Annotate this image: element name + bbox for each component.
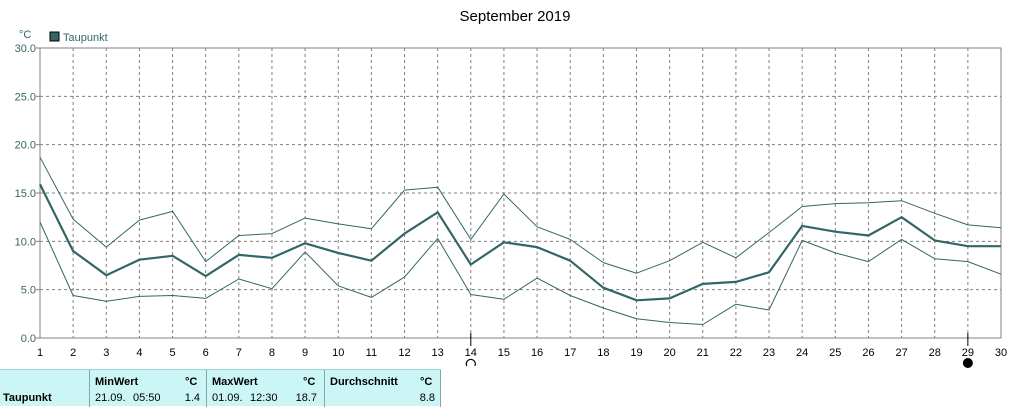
grid: [40, 48, 1001, 338]
moon-markers: [465, 333, 973, 368]
y-tick-label: 10.0: [15, 236, 36, 248]
max-header: MaxWert: [212, 376, 258, 388]
x-tick-label: 17: [564, 347, 576, 359]
max-unit: °C: [303, 376, 316, 388]
min-value: 1.4: [184, 392, 200, 404]
legend-label: Taupunkt: [63, 32, 108, 44]
chart-title: September 2019: [460, 8, 571, 25]
empty-panel: [441, 369, 1022, 406]
legend-swatch: [49, 31, 60, 42]
x-tick-label: 24: [796, 347, 808, 359]
x-tick-label: 12: [398, 347, 410, 359]
y-tick-label: 20.0: [15, 140, 36, 152]
x-tick-label: 29: [962, 347, 974, 359]
max-time: 12:30: [250, 392, 278, 404]
y-axis: 0.0 5.0 10.0 15.0 20.0 25.0 30.0: [15, 43, 40, 345]
min-date: 21.09.: [95, 392, 126, 404]
series-line-min: [39, 221, 1002, 325]
y-tick-label: 30.0: [15, 43, 36, 55]
x-tick-label: 26: [862, 347, 874, 359]
avg-value: 8.8: [419, 392, 435, 404]
x-tick-label: 28: [929, 347, 941, 359]
dewpoint-chart: September 2019 °C Taupunkt 0.0 5.0 10.0 15.…: [15, 8, 1007, 368]
separator: [89, 370, 90, 407]
x-axis: 1 2 3 4 5 6 7 8 9 10 11 12 13 14 15 16 17 18 19 20 21 22 23 24 2…: [37, 347, 1007, 359]
y-tick-label: 5.0: [21, 285, 36, 297]
separator: [440, 370, 441, 407]
max-value: 18.7: [295, 392, 317, 404]
min-unit: °C: [185, 376, 198, 388]
x-tick-label: 20: [663, 347, 675, 359]
x-tick-label: 16: [531, 347, 543, 359]
y-tick-label: 15.0: [15, 188, 36, 200]
x-tick-label: 14: [465, 347, 477, 359]
stats-row-label: Taupunkt: [3, 392, 52, 404]
new-moon-icon: [962, 358, 973, 368]
x-tick-label: 13: [432, 347, 444, 359]
first-quarter-moon-icon: [465, 358, 476, 367]
x-tick-label: 27: [895, 347, 907, 359]
x-tick-label: 3: [103, 347, 109, 359]
x-tick-label: 5: [169, 347, 175, 359]
x-tick-label: 22: [730, 347, 742, 359]
avg-unit: °C: [420, 376, 433, 388]
avg-header: Durchschnitt: [330, 376, 398, 388]
max-date: 01.09.: [212, 392, 243, 404]
series-lines: [39, 156, 1002, 325]
x-tick-label: 9: [302, 347, 308, 359]
x-tick-label: 7: [236, 347, 242, 359]
x-tick-label: 6: [203, 347, 209, 359]
x-tick-label: 18: [597, 347, 609, 359]
series-line-max: [39, 156, 1002, 274]
x-tick-label: 8: [269, 347, 275, 359]
x-tick-label: 25: [829, 347, 841, 359]
x-tick-label: 11: [366, 347, 377, 359]
separator: [324, 370, 325, 407]
x-tick-label: 4: [136, 347, 142, 359]
min-time: 05:50: [133, 392, 161, 404]
x-tick-label: 21: [697, 347, 709, 359]
x-tick-label: 1: [37, 347, 43, 359]
min-header: MinWert: [95, 376, 139, 388]
x-tick-label: 30: [995, 347, 1007, 359]
x-tick-label: 2: [70, 347, 76, 359]
x-tick-label: 15: [498, 347, 510, 359]
y-axis-unit: °C: [19, 29, 31, 41]
series-line-average: [39, 183, 1001, 302]
separator: [206, 370, 207, 407]
y-tick-label: 25.0: [15, 91, 36, 103]
x-tick-label: 19: [630, 347, 642, 359]
y-tick-label: 0.0: [21, 333, 36, 345]
x-tick-label: 23: [763, 347, 775, 359]
x-tick-label: 10: [332, 347, 344, 359]
legend: Taupunkt: [49, 31, 108, 44]
